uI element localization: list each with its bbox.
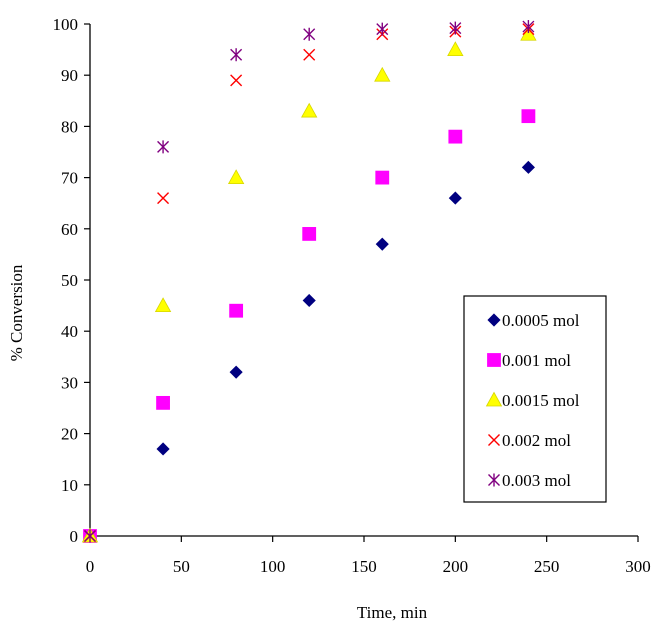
legend-label: 0.0015 mol [502, 391, 580, 410]
x-tick-label: 150 [351, 557, 377, 576]
y-tick-label: 30 [61, 373, 78, 392]
legend-label: 0.0005 mol [502, 311, 580, 330]
legend-marker [485, 391, 503, 407]
y-tick-label: 90 [61, 66, 78, 85]
y-tick-label: 10 [61, 476, 78, 495]
x-tick-label: 250 [534, 557, 560, 576]
data-point [303, 48, 316, 61]
data-point [157, 192, 170, 205]
data-point [230, 74, 243, 87]
legend-item: 0.0005 mol [487, 311, 580, 330]
legend-marker [488, 473, 500, 487]
legend-item: 0.001 mol [487, 351, 571, 370]
data-point [156, 442, 170, 456]
data-point [522, 20, 535, 34]
data-point [229, 365, 243, 379]
data-point [448, 129, 463, 144]
data-point [156, 395, 170, 410]
x-tick-label: 50 [173, 557, 190, 576]
data-point [376, 22, 389, 36]
legend-label: 0.001 mol [502, 351, 571, 370]
legend-marker [487, 313, 501, 327]
data-point [302, 293, 316, 308]
y-tick-label: 20 [61, 425, 78, 444]
y-tick-label: 70 [61, 169, 78, 188]
legend: 0.0005 mol 0.001 mol 0.0015 mol 0.002 mol 0.… [463, 295, 607, 503]
data-point [448, 191, 462, 205]
data-point [157, 140, 170, 154]
tick-labels: 0 10 20 30 40 50 60 70 80 90 100 0 50 100 150 200 250 300 [53, 15, 651, 576]
y-axis-title: % Conversion [7, 264, 26, 361]
data-point [375, 237, 389, 251]
y-tick-label: 80 [61, 117, 78, 136]
data-point [154, 297, 172, 313]
data-point [301, 102, 318, 118]
data-point [374, 66, 391, 82]
legend-label: 0.003 mol [502, 471, 571, 490]
x-tick-label: 0 [86, 557, 95, 576]
data-point [302, 227, 317, 241]
data-point [230, 48, 243, 62]
x-tick-label: 200 [443, 557, 469, 576]
legend-item: 0.0015 mol [485, 391, 580, 410]
legend-marker [488, 434, 500, 446]
y-tick-label: 60 [61, 220, 78, 239]
data-point [227, 169, 245, 185]
legend-item: 0.003 mol [488, 471, 571, 490]
legend-marker [487, 353, 501, 367]
x-axis-title: Time, min [357, 603, 428, 622]
legend-box [463, 295, 607, 503]
x-tick-label: 300 [625, 557, 651, 576]
data-points [81, 20, 537, 543]
series-3 [81, 25, 537, 543]
x-tick-label: 100 [260, 557, 286, 576]
data-point [375, 170, 390, 185]
data-point [449, 21, 462, 35]
data-point [84, 529, 96, 543]
data-point [447, 41, 464, 56]
data-point [229, 303, 244, 318]
legend-label: 0.002 mol [502, 431, 571, 450]
series-5 [84, 20, 535, 543]
data-point [521, 160, 535, 174]
y-tick-label: 40 [61, 322, 78, 341]
y-tick-label: 100 [53, 15, 79, 34]
data-point [521, 109, 536, 124]
y-tick-label: 50 [61, 271, 78, 290]
y-tick-label: 0 [70, 527, 79, 546]
series-2 [83, 109, 536, 543]
legend-item: 0.002 mol [488, 431, 571, 450]
data-point [303, 27, 316, 41]
